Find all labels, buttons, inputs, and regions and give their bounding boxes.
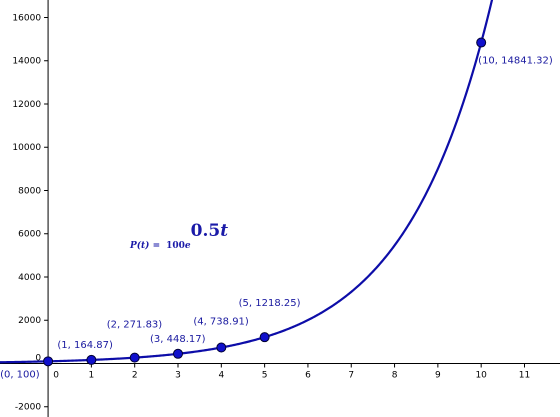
point-label: (5, 1218.25) bbox=[239, 298, 301, 309]
x-tick-label: 2 bbox=[132, 370, 138, 380]
y-tick-label: 12000 bbox=[12, 100, 41, 110]
x-tick-label: 8 bbox=[392, 370, 398, 380]
point-label: (2, 271.83) bbox=[107, 320, 163, 331]
y-tick-label: 10000 bbox=[12, 143, 41, 153]
x-tick-label: 3 bbox=[175, 370, 181, 380]
point-label: (3, 448.17) bbox=[150, 334, 206, 345]
x-tick-label: 10 bbox=[475, 370, 487, 380]
point bbox=[173, 348, 184, 359]
y-tick-label: 14000 bbox=[12, 57, 41, 67]
y-tick-label: 8000 bbox=[18, 186, 41, 196]
point-label: (4, 738.91) bbox=[193, 317, 249, 328]
formula: P(t) = 100e0.5t bbox=[129, 221, 228, 251]
point bbox=[43, 356, 54, 367]
formula-lhs: P(t) = bbox=[129, 240, 160, 251]
x-tick-label: 9 bbox=[435, 370, 441, 380]
y-tick-label: -2000 bbox=[15, 403, 41, 413]
formula-variable: t bbox=[220, 221, 228, 241]
point bbox=[259, 332, 270, 343]
y-tick-label: 2000 bbox=[18, 316, 41, 326]
y-tick-label: 4000 bbox=[18, 273, 41, 283]
x-tick-label: 11 bbox=[519, 370, 530, 380]
y-tick-label: 16000 bbox=[12, 13, 41, 23]
point-label: (0, 100) bbox=[0, 369, 40, 380]
point bbox=[129, 352, 140, 363]
x-tick-label: 6 bbox=[305, 370, 311, 380]
point bbox=[476, 37, 487, 48]
formula-base: e bbox=[185, 241, 191, 251]
x-tick-label: 7 bbox=[348, 370, 354, 380]
x-tick-label: 4 bbox=[218, 370, 224, 380]
point-label: (1, 164.87) bbox=[57, 340, 113, 351]
y-tick-label: 6000 bbox=[18, 230, 41, 240]
x-tick-label: 0 bbox=[53, 370, 59, 380]
x-tick-label: 1 bbox=[89, 370, 95, 380]
formula-coefficient: 100 bbox=[166, 241, 185, 251]
point bbox=[216, 342, 227, 353]
x-tick-label: 5 bbox=[262, 370, 268, 380]
point bbox=[86, 354, 97, 365]
point-label: (10, 14841.32) bbox=[478, 56, 553, 67]
y-tick-label: 0 bbox=[35, 353, 41, 363]
formula-rate: 0.5 bbox=[191, 221, 221, 241]
